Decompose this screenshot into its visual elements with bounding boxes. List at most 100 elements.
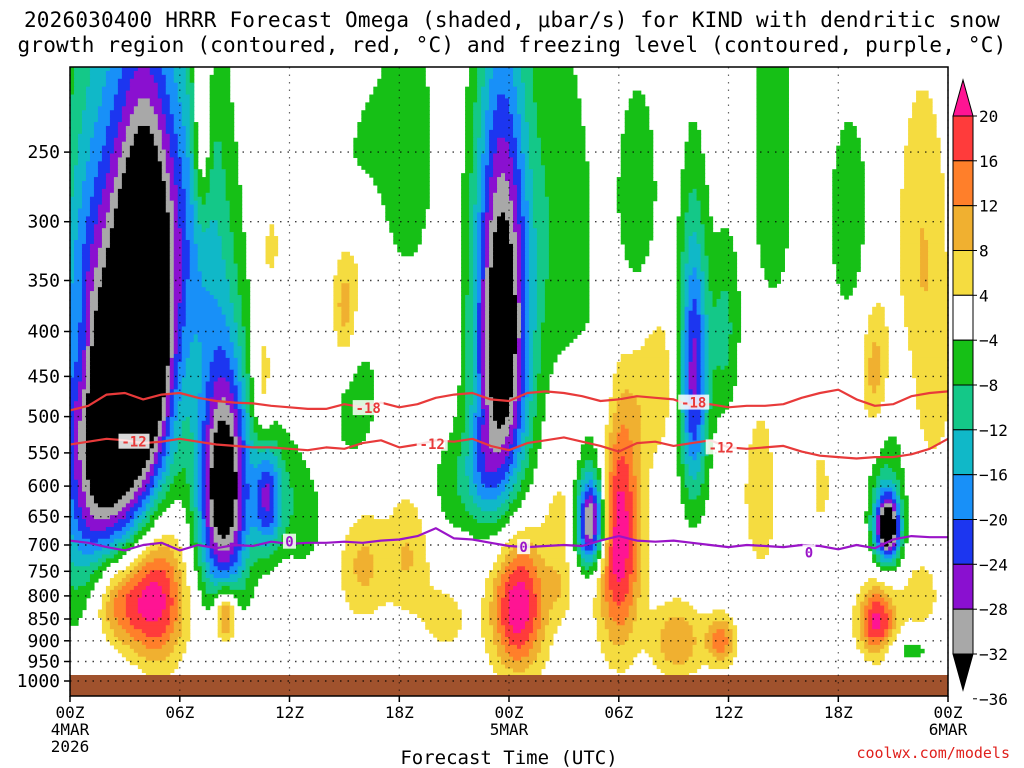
- omega-cell: [636, 479, 642, 485]
- omega-cell: [349, 385, 374, 390]
- omega-cell: [225, 259, 235, 265]
- omega-cell: [85, 381, 91, 387]
- omega-cell: [588, 479, 594, 485]
- omega-cell: [520, 373, 526, 379]
- omega-cell: [600, 507, 606, 512]
- omega-cell: [485, 346, 490, 351]
- omega-cell: [361, 118, 430, 123]
- omega-cell: [205, 436, 211, 442]
- omega-cell: [548, 255, 590, 261]
- omega-cell: [868, 357, 881, 363]
- omega-cell: [908, 330, 948, 335]
- omega-cell: [269, 460, 279, 465]
- omega-cell: [704, 475, 710, 481]
- omega-cell: [489, 330, 518, 335]
- omega-cell: [684, 416, 690, 422]
- omega-cell: [816, 479, 829, 485]
- omega-cell: [700, 255, 710, 261]
- omega-cell: [640, 444, 658, 449]
- omega-cell: [489, 161, 494, 166]
- omega-cell: [576, 499, 582, 504]
- omega-cell: [536, 381, 550, 387]
- omega-cell: [680, 444, 686, 449]
- omega-cell: [628, 259, 646, 265]
- omega-cell: [584, 515, 594, 520]
- omega-cell: [872, 467, 881, 473]
- omega-cell: [229, 526, 239, 532]
- omega-cell: [245, 440, 255, 445]
- omega-cell: [73, 279, 83, 284]
- omega-cell: [221, 251, 235, 257]
- omega-cell: [844, 122, 853, 127]
- omega-cell: [277, 503, 283, 508]
- omega-cell: [880, 519, 897, 524]
- omega-cell: [165, 82, 179, 88]
- omega-cell: [868, 377, 881, 383]
- omega-cell: [489, 220, 498, 225]
- omega-cell: [688, 243, 702, 249]
- omega-cell: [189, 110, 195, 115]
- omega-cell: [528, 330, 534, 335]
- omega-cell: [536, 263, 550, 269]
- omega-cell: [105, 216, 115, 221]
- omega-cell: [896, 495, 901, 501]
- omega-cell: [161, 173, 171, 178]
- omega-cell: [520, 412, 526, 418]
- omega-cell: [528, 208, 534, 214]
- omega-cell: [604, 523, 610, 528]
- omega-cell: [477, 318, 482, 324]
- omega-cell: [524, 102, 538, 107]
- omega-cell: [640, 432, 666, 438]
- omega-cell: [245, 377, 251, 383]
- omega-cell: [153, 538, 179, 544]
- omega-cell: [604, 495, 610, 501]
- omega-cell: [241, 495, 251, 501]
- omega-cell: [177, 153, 187, 159]
- omega-cell: [493, 125, 514, 131]
- omega-cell: [704, 236, 734, 241]
- omega-cell: [680, 338, 686, 343]
- omega-cell: [381, 200, 430, 206]
- omega-cell: [704, 373, 710, 379]
- omega-cell: [532, 208, 550, 214]
- omega-cell: [904, 302, 948, 308]
- omega-cell: [153, 499, 163, 504]
- omega-cell: [904, 149, 941, 155]
- omega-cell: [616, 460, 626, 465]
- omega-cell: [704, 342, 710, 347]
- omega-cell: [77, 353, 83, 359]
- omega-cell: [704, 330, 710, 335]
- omega-cell: [580, 526, 586, 532]
- omega-cell: [540, 149, 586, 155]
- omega-cell: [700, 326, 706, 331]
- omega-cell: [465, 122, 474, 127]
- omega-cell: [177, 326, 183, 331]
- omega-cell: [197, 479, 203, 485]
- omega-cell: [261, 487, 271, 493]
- omega-cell: [868, 515, 873, 520]
- omega-cell: [608, 475, 614, 481]
- omega-cell: [516, 385, 522, 390]
- omega-cell: [229, 216, 243, 221]
- omega-cell: [465, 86, 478, 92]
- omega-cell: [688, 236, 698, 241]
- omega-cell: [516, 420, 522, 426]
- omega-cell: [520, 267, 526, 273]
- omega-cell: [121, 106, 135, 111]
- omega-cell: [528, 448, 538, 453]
- omega-cell: [241, 424, 247, 430]
- omega-cell: [265, 255, 275, 261]
- omega-cell: [620, 228, 654, 233]
- omega-cell: [249, 495, 259, 501]
- omega-cell: [241, 499, 247, 504]
- omega-cell: [177, 448, 195, 453]
- omega-cell: [528, 326, 538, 331]
- omega-cell: [185, 133, 191, 139]
- omega-cell: [137, 495, 147, 501]
- omega-cell: [109, 208, 115, 214]
- omega-cell: [209, 526, 215, 532]
- omega-cell: [704, 283, 710, 288]
- omega-cell: [165, 479, 175, 485]
- omega-cell: [89, 479, 135, 485]
- omega-cell: [109, 196, 119, 202]
